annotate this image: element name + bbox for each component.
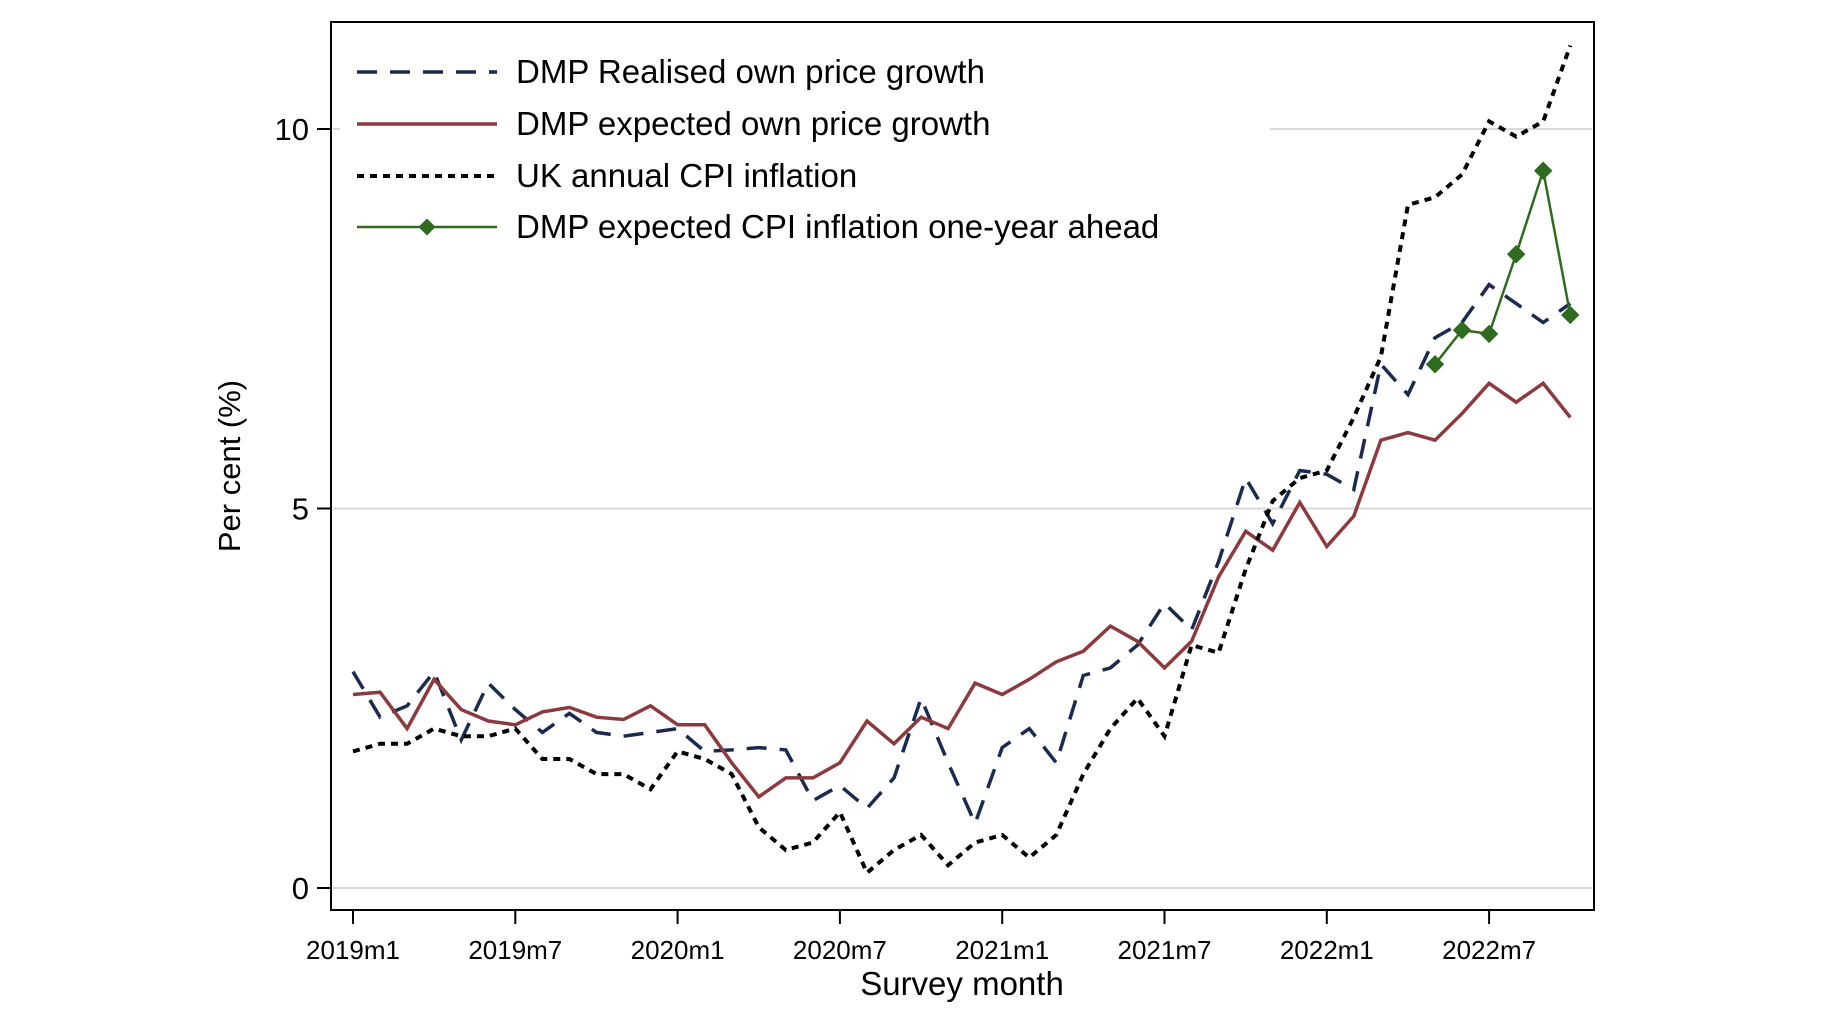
plot-frame — [330, 21, 1595, 911]
y-axis: 0 5 10 — [275, 112, 331, 906]
data-point-diamond — [1479, 324, 1499, 344]
legend-diamond-marker — [418, 218, 436, 236]
x-tick-label: 2021m1 — [955, 935, 1049, 965]
series-line-2 — [352, 44, 1573, 877]
x-axis-label: Survey month — [860, 965, 1064, 1002]
legend-label-2: UK annual CPI inflation — [516, 157, 857, 194]
data-point-diamond — [1425, 355, 1445, 374]
x-tick-label: 2019m7 — [468, 935, 562, 965]
y-tick-label: 5 — [292, 492, 309, 527]
x-tick-label: 2019m1 — [306, 935, 400, 965]
data-point-diamond — [1452, 320, 1472, 340]
x-axis: 2019m1 2019m7 2020m1 2020m7 2021m1 2021m7 2022… — [306, 910, 1536, 965]
series-line-1 — [352, 380, 1572, 800]
series-layer — [351, 44, 1580, 877]
x-tick-label: 2022m1 — [1280, 935, 1374, 965]
data-point-diamond — [1506, 245, 1526, 264]
x-tick-label: 2020m1 — [631, 935, 725, 965]
y-axis-label: Per cent (%) — [212, 380, 247, 552]
legend: DMP Realised own price growth DMP expecte… — [357, 53, 1159, 245]
legend-background — [340, 40, 1270, 256]
legend-label-0: DMP Realised own price growth — [516, 53, 985, 90]
y-tick-label: 0 — [292, 871, 309, 906]
legend-mask — [340, 40, 1270, 256]
legend-label-3: DMP expected CPI inflation one-year ahea… — [516, 208, 1159, 245]
data-point-diamond — [1533, 161, 1553, 180]
y-tick-label: 10 — [275, 112, 309, 147]
data-point-diamond — [1561, 305, 1580, 325]
x-tick-label: 2020m7 — [793, 935, 887, 965]
series-line-3 — [1434, 170, 1572, 366]
legend-label-1: DMP expected own price growth — [516, 105, 990, 142]
x-tick-label: 2021m7 — [1118, 935, 1212, 965]
x-tick-label: 2022m7 — [1442, 935, 1536, 965]
